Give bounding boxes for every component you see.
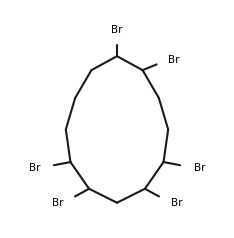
Text: Br: Br <box>111 25 123 35</box>
Text: Br: Br <box>168 55 180 65</box>
Text: Br: Br <box>29 163 40 173</box>
Text: Br: Br <box>171 198 182 208</box>
Text: Br: Br <box>52 198 63 208</box>
Text: Br: Br <box>194 163 205 173</box>
